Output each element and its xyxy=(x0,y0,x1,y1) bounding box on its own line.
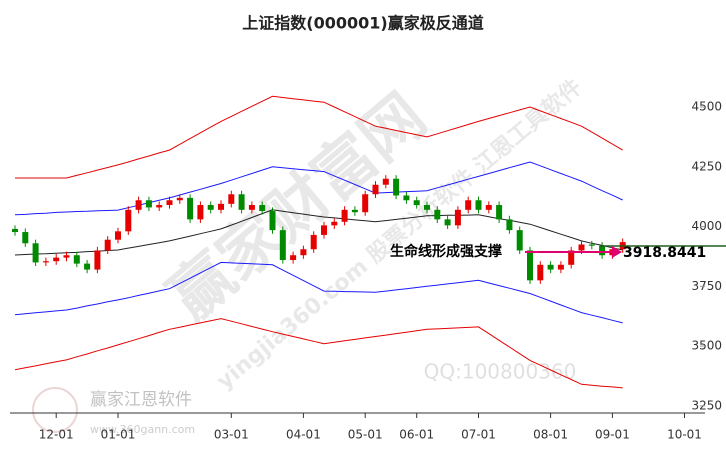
candle-body xyxy=(125,209,132,232)
candle-body xyxy=(279,230,286,261)
candle-body xyxy=(372,184,379,195)
candle-body xyxy=(413,200,420,206)
candle-body xyxy=(351,209,358,213)
candle-body xyxy=(516,230,523,251)
candle-body xyxy=(568,250,575,265)
candle-body xyxy=(218,203,224,210)
candle-body xyxy=(145,200,152,208)
candle-body xyxy=(300,249,307,256)
candle-body xyxy=(269,211,276,231)
candle-body xyxy=(115,231,121,240)
x-tick-label: 01-01 xyxy=(101,428,136,442)
x-tick-label: 04-01 xyxy=(286,428,321,442)
y-tick-label: 4000 xyxy=(691,219,722,233)
candle-body xyxy=(331,221,338,226)
candle-body xyxy=(73,255,80,264)
candle-body xyxy=(290,255,297,261)
candle-body xyxy=(156,205,163,208)
candle-body xyxy=(310,234,317,250)
candle-body xyxy=(207,205,214,210)
x-tick-label: 07-01 xyxy=(461,428,496,442)
candle-body xyxy=(166,200,173,206)
x-tick-label: 06-01 xyxy=(399,428,434,442)
candle-body xyxy=(341,209,348,222)
candle-body xyxy=(403,195,410,201)
candle-body xyxy=(434,209,441,220)
candle-body xyxy=(588,244,595,246)
candle-body xyxy=(53,257,60,262)
candle-body xyxy=(176,197,183,201)
candle-body xyxy=(32,243,39,263)
channel-line xyxy=(15,95,623,179)
candle-body xyxy=(557,264,564,270)
x-tick-label: 03-01 xyxy=(214,428,249,442)
candle-body xyxy=(63,255,70,258)
y-tick-label: 4500 xyxy=(691,100,722,114)
watermark: 赢家江恩软件 xyxy=(90,390,192,410)
x-tick-label: 12-01 xyxy=(39,428,74,442)
y-tick-label: 3500 xyxy=(691,339,722,353)
support-value-label: 3918.8441 xyxy=(623,245,706,261)
x-tick-label: 09-01 xyxy=(595,428,630,442)
candle-body xyxy=(321,225,327,235)
x-tick-label: 08-01 xyxy=(533,428,568,442)
channel-line xyxy=(14,318,623,389)
candle-body xyxy=(547,264,554,270)
candle-body xyxy=(578,244,585,251)
candle-body xyxy=(527,250,533,281)
candle-body xyxy=(537,264,544,281)
candle-body xyxy=(12,228,18,233)
chart-title: 上证指数(000001)赢家极反通道 xyxy=(242,14,483,33)
candle-body xyxy=(84,263,91,270)
candle-body xyxy=(506,219,513,231)
candle-body xyxy=(42,261,49,263)
y-tick-label: 3250 xyxy=(691,398,722,412)
candle-body xyxy=(382,178,389,185)
candle-body xyxy=(94,250,101,270)
channel-line xyxy=(14,261,623,324)
watermark: QQ:100800360 xyxy=(424,360,577,384)
annotation: 生命线形成强支撑 xyxy=(390,243,502,260)
y-tick-label: 4250 xyxy=(691,159,722,173)
candle-body xyxy=(496,205,503,220)
candle-body xyxy=(485,205,492,210)
candle-body xyxy=(228,194,235,204)
candle-body xyxy=(599,245,606,256)
candle-body xyxy=(393,178,400,196)
candle-body xyxy=(238,194,245,210)
candle-body xyxy=(259,205,266,212)
candle-body xyxy=(454,209,461,226)
candle-body xyxy=(362,194,369,213)
x-tick-label: 10-01 xyxy=(667,428,702,442)
annotation-arrowhead xyxy=(612,246,622,258)
candle-body xyxy=(248,205,255,210)
candle-body xyxy=(104,239,111,251)
candle-body xyxy=(475,200,482,210)
candle-body xyxy=(197,205,204,220)
channel-line xyxy=(14,161,623,216)
watermark: www.360gann.com xyxy=(90,423,195,436)
x-tick-label: 05-01 xyxy=(348,428,383,442)
candle-body xyxy=(424,205,430,210)
watermark-logo xyxy=(32,387,78,433)
candle-body xyxy=(465,200,472,210)
channel-line xyxy=(14,209,623,256)
y-tick-label: 3750 xyxy=(691,279,722,293)
candle-body xyxy=(22,232,29,244)
candle-body xyxy=(444,219,451,226)
candle-body xyxy=(135,200,142,210)
candle-body xyxy=(187,197,194,220)
